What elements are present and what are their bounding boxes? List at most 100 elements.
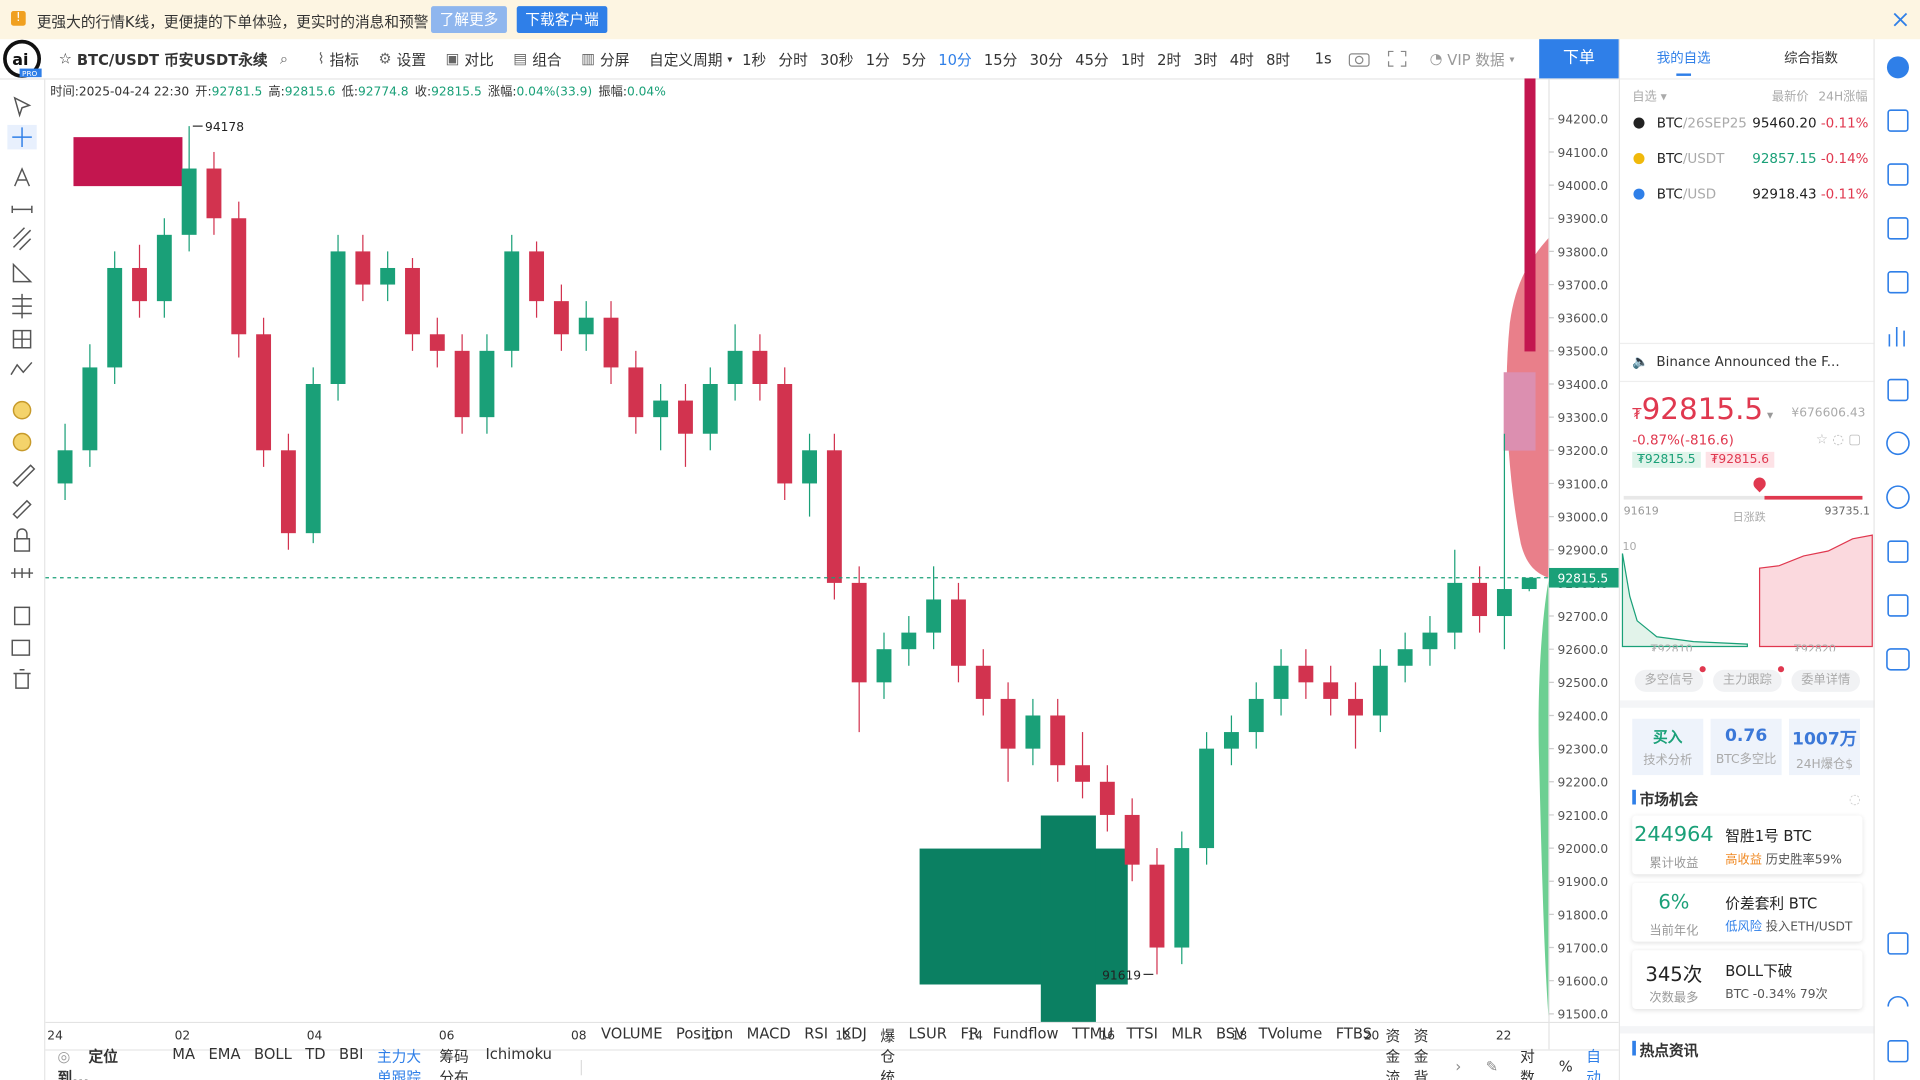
live-period[interactable]: 1s xyxy=(1314,50,1332,68)
indicator[interactable]: VOLUME xyxy=(600,1024,663,1042)
stat[interactable]: 买入 技术分析 xyxy=(1632,718,1704,776)
period[interactable]: 8时 xyxy=(1266,50,1291,68)
icon-book[interactable] xyxy=(1887,540,1909,563)
settings-tool[interactable] xyxy=(11,639,31,656)
indicator[interactable]: Fundflow xyxy=(992,1024,1059,1042)
tool[interactable]: ⚙ 设置 xyxy=(379,48,426,69)
period[interactable]: 5分 xyxy=(901,50,927,68)
indicator[interactable]: FR xyxy=(960,1024,980,1042)
ticker-icons[interactable]: ☆ ◌ ▢ xyxy=(1815,431,1862,447)
edit-icon[interactable]: ✎ xyxy=(1485,1057,1499,1075)
opportunity-card[interactable]: 345次 次数最多 BOLL下破 BTC -0.34% 79次 xyxy=(1632,950,1863,1009)
auto-toggle[interactable]: 自动 xyxy=(1586,1047,1601,1080)
indicator[interactable]: FTBS xyxy=(1335,1024,1373,1042)
icon-clock[interactable] xyxy=(1886,431,1910,456)
indicator[interactable]: 资金背离 xyxy=(1413,1026,1429,1080)
indicator[interactable]: RSI xyxy=(804,1024,829,1042)
percent-toggle[interactable]: % xyxy=(1558,1057,1573,1075)
indicator[interactable]: BSV xyxy=(1215,1024,1246,1042)
icon-list[interactable] xyxy=(1887,217,1909,240)
indicator[interactable]: TTMU xyxy=(1071,1024,1114,1042)
stat[interactable]: 1007万 24H爆仓$ xyxy=(1788,718,1860,776)
indicator[interactable]: Position xyxy=(675,1024,734,1042)
tool[interactable]: ▥ 分屏 xyxy=(581,48,629,69)
icon-pro[interactable] xyxy=(1886,648,1910,671)
period[interactable]: 4时 xyxy=(1229,50,1254,68)
locate[interactable]: ◎ 定位到... xyxy=(58,1045,148,1080)
indicator[interactable]: BOLL xyxy=(254,1045,292,1063)
icon-add[interactable] xyxy=(1887,378,1909,402)
more-arrow[interactable]: › xyxy=(1455,1057,1462,1075)
indicator[interactable]: TTSI xyxy=(1126,1024,1158,1042)
indicator[interactable]: MACD xyxy=(746,1024,791,1042)
symbol[interactable]: ☆ BTC/USDT 币安USDT永续 xyxy=(59,48,268,69)
side-button[interactable]: 委单详情 xyxy=(1791,669,1860,692)
brush-tool[interactable] xyxy=(12,499,32,519)
watch-row[interactable]: BTC/USD 92918.43 -0.11% xyxy=(1620,184,1875,208)
period[interactable]: 15分 xyxy=(983,50,1018,68)
side-button[interactable]: 主力跟踪 xyxy=(1713,669,1782,692)
indicator[interactable]: TD xyxy=(305,1045,326,1063)
period[interactable]: 30秒 xyxy=(820,50,854,68)
icon-stats[interactable] xyxy=(1888,326,1905,347)
period[interactable]: 1时 xyxy=(1120,50,1145,68)
magnet-tool[interactable] xyxy=(11,568,34,578)
wave-tool[interactable] xyxy=(10,361,33,376)
indicator[interactable]: MLR xyxy=(1171,1024,1203,1042)
period[interactable]: 45分 xyxy=(1075,50,1109,68)
triangle-tool[interactable] xyxy=(12,262,33,283)
period[interactable]: 2时 xyxy=(1157,50,1182,68)
order-button[interactable]: 下单 xyxy=(1539,39,1619,79)
pointer-tool[interactable] xyxy=(13,96,32,118)
indicator[interactable]: Ichimoku xyxy=(485,1045,552,1063)
period[interactable]: 30分 xyxy=(1029,50,1063,68)
opportunity-card[interactable]: 6% 当前年化 价差套利 BTC 低风险 投入ETH/USDT xyxy=(1632,882,1863,942)
icon-news[interactable] xyxy=(1887,109,1909,132)
side-button[interactable]: 多空信号 xyxy=(1634,669,1704,692)
indicator[interactable]: MA xyxy=(172,1045,196,1063)
indicator[interactable]: TVolume xyxy=(1258,1024,1323,1042)
indicator[interactable]: 爆仓统计 xyxy=(880,1026,896,1080)
icon-buy[interactable] xyxy=(1887,163,1909,186)
tool[interactable]: ▤ 组合 xyxy=(513,48,561,69)
indicator[interactable]: KDJ xyxy=(841,1024,867,1042)
indicator[interactable]: LSUR xyxy=(908,1024,947,1042)
channel-tool[interactable] xyxy=(12,227,32,251)
watch-row[interactable]: BTC/USDT 92857.15 -0.14% xyxy=(1620,148,1875,172)
icon-download[interactable] xyxy=(1887,932,1909,955)
pattern-tool-2[interactable] xyxy=(12,432,32,452)
ruler-tool[interactable] xyxy=(12,464,36,488)
period[interactable]: 分时 xyxy=(778,50,808,68)
lock-tool[interactable] xyxy=(13,538,31,552)
tab-index[interactable]: 综合指数 xyxy=(1784,50,1838,67)
stat[interactable]: 0.76 BTC多空比 xyxy=(1710,718,1782,776)
icon-w[interactable] xyxy=(1887,594,1909,617)
custom-period[interactable]: 自定义周期 ▾ xyxy=(649,48,732,69)
pattern-tool[interactable] xyxy=(12,400,32,420)
tab-watchlist[interactable]: 我的自选 xyxy=(1656,50,1711,67)
crosshair-tool[interactable] xyxy=(12,127,32,147)
template-tool[interactable] xyxy=(13,606,31,626)
watch-row[interactable]: BTC/26SEP25 95460.20 -0.11% xyxy=(1620,113,1875,137)
icon-compass[interactable] xyxy=(1886,485,1910,509)
indicator[interactable]: BBI xyxy=(339,1045,364,1063)
tool[interactable]: ▣ 对比 xyxy=(446,48,494,69)
app-icon[interactable] xyxy=(1886,56,1909,79)
news-row[interactable]: 🔈 Binance Announced the F... xyxy=(1620,342,1875,383)
indicator[interactable]: 筹码分布 xyxy=(439,1047,469,1080)
log-toggle[interactable]: 对数 xyxy=(1520,1047,1535,1080)
close-icon[interactable] xyxy=(1893,12,1908,27)
icon-orders[interactable] xyxy=(1887,271,1909,294)
camera-icon[interactable] xyxy=(1349,50,1371,67)
period[interactable]: 1秒 xyxy=(742,50,767,68)
period[interactable]: 1分 xyxy=(865,50,890,68)
indicator[interactable]: EMA xyxy=(208,1045,241,1063)
tool[interactable]: ⌇ 指标 xyxy=(317,48,358,69)
opportunity-card[interactable]: 244964 累计收益 智胜1号 BTC 高收益 历史胜率59% xyxy=(1632,815,1863,875)
icon-qr[interactable] xyxy=(1887,1040,1909,1063)
period[interactable]: 3时 xyxy=(1193,50,1218,68)
fullscreen-icon[interactable] xyxy=(1388,50,1408,67)
vip[interactable]: ◔ VIP 数据 ▾ xyxy=(1430,48,1515,69)
learn-more-button[interactable]: 了解更多 xyxy=(431,6,507,34)
icon-support[interactable] xyxy=(1887,995,1909,1007)
